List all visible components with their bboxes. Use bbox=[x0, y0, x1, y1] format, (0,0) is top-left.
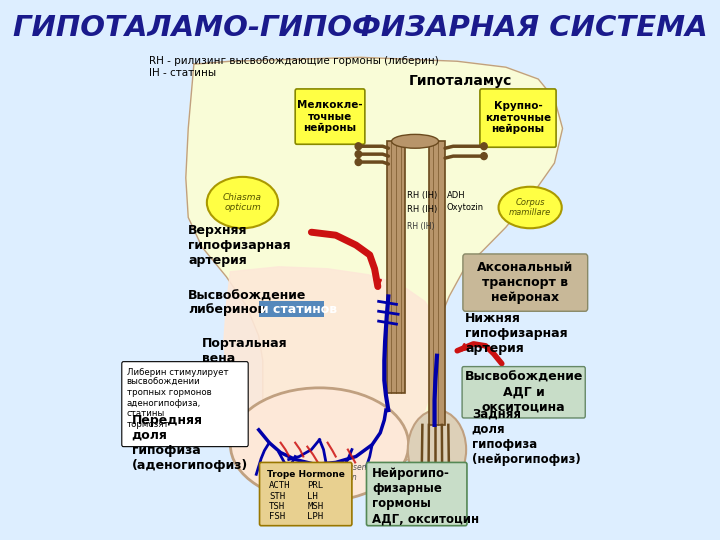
Text: RH (IH): RH (IH) bbox=[407, 222, 434, 231]
Text: Аксональный
транспорт в
нейронах: Аксональный транспорт в нейронах bbox=[477, 261, 573, 304]
Ellipse shape bbox=[440, 483, 444, 489]
Text: Либерин стимулирует
высвобождении
тропных гормонов
аденогипофиза,
статины
тормоз: Либерин стимулирует высвобождении тропны… bbox=[127, 368, 228, 429]
Text: ГИПОТАЛАМО-ГИПОФИЗАРНАЯ СИСТЕМА: ГИПОТАЛАМО-ГИПОФИЗАРНАЯ СИСТЕМА bbox=[13, 14, 707, 42]
Ellipse shape bbox=[426, 483, 431, 489]
Text: Высвобождение: Высвобождение bbox=[188, 290, 307, 303]
Text: Corpus
mamillare: Corpus mamillare bbox=[509, 198, 552, 217]
Ellipse shape bbox=[392, 134, 438, 148]
Text: Гипоталамус: Гипоталамус bbox=[409, 74, 512, 88]
FancyBboxPatch shape bbox=[366, 462, 467, 525]
FancyBboxPatch shape bbox=[387, 141, 405, 393]
Text: Верхняя
гипофизарная
артерия: Верхняя гипофизарная артерия bbox=[188, 224, 291, 267]
Text: Крупно-
клеточные
нейроны: Крупно- клеточные нейроны bbox=[485, 101, 551, 134]
Ellipse shape bbox=[481, 143, 487, 150]
FancyBboxPatch shape bbox=[429, 141, 445, 425]
Ellipse shape bbox=[207, 177, 278, 228]
Text: Нейрогипо-
физарные
гормоны
АДГ, окситоцин: Нейрогипо- физарные гормоны АДГ, окситоц… bbox=[372, 468, 480, 525]
Ellipse shape bbox=[447, 483, 451, 489]
Text: RH - рилизинг высвобождающие гормоны (либерин): RH - рилизинг высвобождающие гормоны (ли… bbox=[149, 56, 439, 66]
FancyBboxPatch shape bbox=[463, 254, 588, 311]
Ellipse shape bbox=[230, 388, 409, 502]
Ellipse shape bbox=[420, 483, 423, 489]
Text: Мелкокле-
точные
нейроны: Мелкокле- точные нейроны bbox=[297, 100, 363, 133]
FancyBboxPatch shape bbox=[122, 362, 248, 447]
Text: Нижняя
гипофизарная
артерия: Нижняя гипофизарная артерия bbox=[465, 313, 568, 355]
Text: Trope Hormone: Trope Hormone bbox=[267, 470, 345, 480]
Text: Hypophysen-
venen: Hypophysen- venen bbox=[320, 463, 371, 482]
Text: Передняя
доля
гипофиза
(аденогипофиз): Передняя доля гипофиза (аденогипофиз) bbox=[132, 414, 248, 471]
Ellipse shape bbox=[498, 187, 562, 228]
Text: PRL
LH
MSH
LPH: PRL LH MSH LPH bbox=[307, 481, 323, 522]
Text: Chiasma
opticum: Chiasma opticum bbox=[223, 193, 262, 212]
Polygon shape bbox=[186, 57, 562, 469]
FancyBboxPatch shape bbox=[295, 89, 365, 144]
Text: RH (IH): RH (IH) bbox=[407, 191, 437, 200]
Text: Oxytozin: Oxytozin bbox=[446, 204, 484, 212]
FancyBboxPatch shape bbox=[462, 367, 585, 418]
FancyBboxPatch shape bbox=[259, 462, 352, 525]
Text: и статинов: и статинов bbox=[261, 303, 338, 316]
Text: Задняя
доля
гипофиза
(нейрогипофиз): Задняя доля гипофиза (нейрогипофиз) bbox=[472, 408, 580, 466]
Text: ACTH
STH
TSH
FSH: ACTH STH TSH FSH bbox=[269, 481, 291, 522]
Text: Портальная
вена: Портальная вена bbox=[202, 337, 287, 365]
Text: IH - статины: IH - статины bbox=[149, 68, 217, 78]
FancyBboxPatch shape bbox=[258, 301, 323, 317]
Ellipse shape bbox=[355, 143, 361, 150]
Polygon shape bbox=[224, 267, 441, 467]
Ellipse shape bbox=[355, 159, 361, 166]
Ellipse shape bbox=[408, 410, 466, 489]
FancyBboxPatch shape bbox=[480, 89, 556, 147]
Ellipse shape bbox=[433, 483, 437, 489]
Text: либеринов: либеринов bbox=[188, 303, 266, 316]
Ellipse shape bbox=[355, 151, 361, 158]
Text: ADH: ADH bbox=[446, 191, 465, 200]
Text: Высвобождение
АДГ и
окситоцина: Высвобождение АДГ и окситоцина bbox=[464, 371, 583, 414]
Text: RH (IH): RH (IH) bbox=[407, 205, 437, 214]
Ellipse shape bbox=[481, 153, 487, 160]
